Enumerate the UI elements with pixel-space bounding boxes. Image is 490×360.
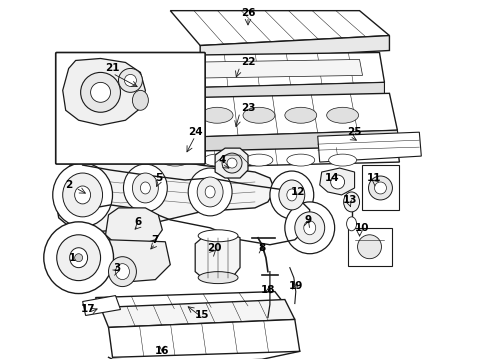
Text: 13: 13 [343, 195, 357, 205]
Ellipse shape [222, 153, 242, 173]
Text: 19: 19 [289, 280, 303, 291]
FancyBboxPatch shape [56, 53, 205, 164]
Ellipse shape [198, 272, 238, 284]
Polygon shape [155, 93, 397, 138]
Ellipse shape [343, 192, 360, 212]
Text: 14: 14 [324, 173, 339, 183]
Polygon shape [108, 319, 300, 357]
Polygon shape [215, 148, 248, 178]
Ellipse shape [327, 107, 359, 123]
Polygon shape [171, 11, 390, 45]
Ellipse shape [287, 154, 315, 166]
Ellipse shape [243, 107, 275, 123]
Ellipse shape [108, 257, 136, 287]
Bar [347, 228, 392, 266]
Text: 5: 5 [155, 173, 162, 183]
Ellipse shape [53, 163, 113, 227]
Polygon shape [105, 208, 162, 245]
Ellipse shape [287, 189, 297, 201]
Ellipse shape [63, 173, 102, 217]
Text: 8: 8 [258, 243, 266, 253]
Ellipse shape [368, 176, 392, 200]
Ellipse shape [279, 180, 305, 210]
Ellipse shape [285, 107, 317, 123]
Text: 2: 2 [65, 180, 73, 190]
Text: 12: 12 [291, 187, 305, 197]
Text: 21: 21 [105, 63, 120, 73]
Ellipse shape [304, 221, 316, 235]
Text: 26: 26 [241, 8, 255, 18]
Polygon shape [165, 82, 385, 100]
Bar [362, 165, 399, 210]
Text: 20: 20 [207, 243, 221, 253]
Text: 24: 24 [188, 127, 202, 137]
Ellipse shape [44, 222, 114, 293]
Polygon shape [83, 296, 121, 315]
Text: 11: 11 [367, 173, 382, 183]
Text: 23: 23 [241, 103, 255, 113]
Text: 10: 10 [355, 223, 370, 233]
Ellipse shape [57, 235, 100, 280]
Text: 25: 25 [347, 127, 362, 137]
Ellipse shape [74, 254, 83, 262]
Ellipse shape [203, 154, 231, 166]
Text: 18: 18 [261, 284, 275, 294]
Ellipse shape [132, 173, 158, 203]
Polygon shape [195, 234, 240, 278]
Ellipse shape [285, 202, 335, 254]
Text: 1: 1 [69, 253, 76, 263]
Text: 6: 6 [135, 217, 142, 227]
Ellipse shape [123, 164, 167, 212]
Ellipse shape [205, 186, 215, 198]
Ellipse shape [329, 154, 357, 166]
Text: 4: 4 [219, 155, 226, 165]
Polygon shape [319, 168, 355, 195]
Ellipse shape [227, 158, 237, 168]
Polygon shape [56, 158, 275, 232]
Ellipse shape [331, 175, 344, 189]
Text: 15: 15 [195, 310, 209, 320]
Ellipse shape [198, 230, 238, 242]
Ellipse shape [116, 264, 129, 280]
Ellipse shape [270, 171, 314, 219]
Ellipse shape [188, 168, 232, 216]
Ellipse shape [70, 248, 88, 268]
Polygon shape [100, 240, 171, 282]
Ellipse shape [374, 182, 387, 194]
Polygon shape [100, 300, 295, 328]
Ellipse shape [201, 107, 233, 123]
Text: 3: 3 [113, 263, 120, 273]
Ellipse shape [197, 177, 223, 207]
Ellipse shape [124, 75, 136, 86]
Text: 9: 9 [304, 215, 311, 225]
Ellipse shape [346, 217, 357, 231]
Ellipse shape [358, 235, 382, 259]
Polygon shape [200, 36, 390, 60]
Ellipse shape [245, 154, 273, 166]
Ellipse shape [119, 68, 143, 92]
Polygon shape [153, 146, 399, 168]
Ellipse shape [74, 186, 91, 204]
Polygon shape [162, 53, 385, 88]
Ellipse shape [295, 212, 325, 244]
Polygon shape [318, 132, 421, 162]
Ellipse shape [132, 90, 148, 110]
Polygon shape [96, 292, 285, 311]
Polygon shape [158, 130, 399, 155]
Text: 16: 16 [155, 346, 170, 356]
Polygon shape [175, 59, 363, 78]
Ellipse shape [141, 182, 150, 194]
Text: 22: 22 [241, 58, 255, 67]
Polygon shape [63, 58, 146, 125]
Text: 7: 7 [152, 235, 159, 245]
Text: 17: 17 [81, 305, 96, 315]
Ellipse shape [159, 107, 191, 123]
Ellipse shape [81, 72, 121, 112]
Ellipse shape [91, 82, 111, 102]
Ellipse shape [161, 154, 189, 166]
